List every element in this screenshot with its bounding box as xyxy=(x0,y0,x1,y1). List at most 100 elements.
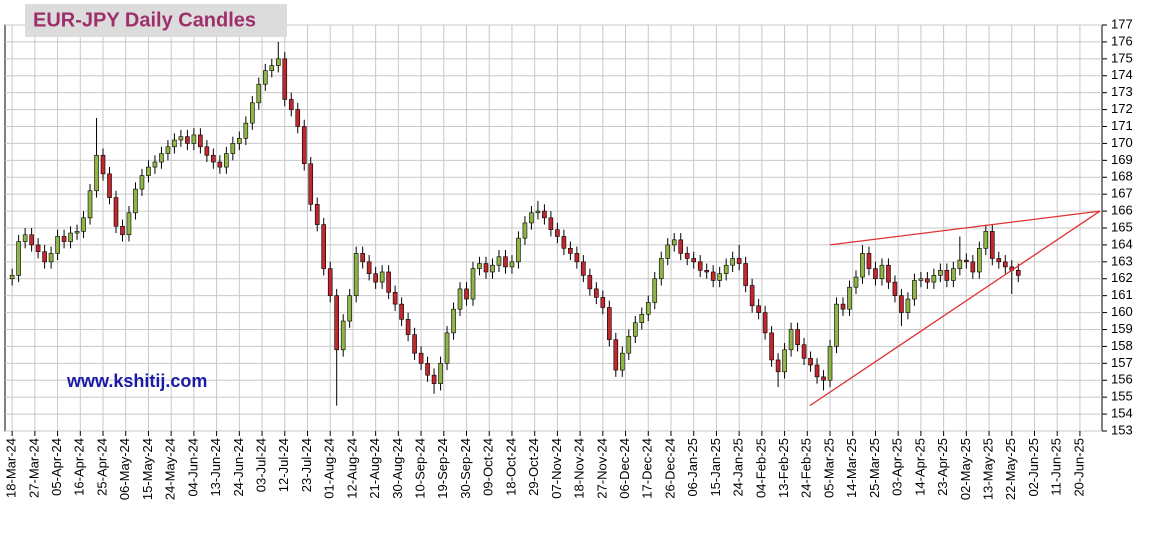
candle-body xyxy=(126,212,132,236)
candle-body xyxy=(386,271,391,293)
candle-body xyxy=(866,253,872,269)
candle-body xyxy=(594,288,599,298)
candle-body xyxy=(821,376,826,381)
x-tick-label: 22-May-25 xyxy=(1003,438,1018,500)
candle-body xyxy=(710,271,716,281)
candle-body xyxy=(100,154,106,175)
candle-body xyxy=(788,329,794,351)
candle-body xyxy=(250,102,255,124)
candle-body xyxy=(35,244,41,252)
x-tick-label: 12-Jul-24 xyxy=(276,438,291,492)
candle-body xyxy=(925,278,930,283)
candle-body xyxy=(334,295,339,351)
x-tick-label: 03-Apr-25 xyxy=(890,438,905,496)
y-tick-label: 173 xyxy=(1111,84,1133,99)
candle-body xyxy=(360,253,365,263)
candle-body xyxy=(269,65,275,71)
x-tick-label: 07-Nov-24 xyxy=(549,438,564,499)
candle-body xyxy=(262,70,268,85)
candle-body xyxy=(944,269,950,281)
candle-body xyxy=(892,281,898,296)
x-tick-label: 26-Dec-24 xyxy=(662,438,677,499)
candle-body xyxy=(509,261,515,268)
candle-body xyxy=(626,335,632,354)
x-tick-label: 05-Apr-24 xyxy=(49,438,64,496)
x-tick-label: 05-Mar-25 xyxy=(821,438,836,498)
x-tick-label: 18-Mar-24 xyxy=(4,438,19,498)
candle-body xyxy=(139,175,145,190)
x-tick-label: 25-Apr-24 xyxy=(94,438,109,496)
candle-body xyxy=(801,344,807,359)
candle-body xyxy=(957,259,963,269)
candle-body xyxy=(743,263,748,286)
candle-body xyxy=(94,154,99,192)
candle-body xyxy=(152,161,158,168)
candle-body xyxy=(74,231,80,234)
candle-body xyxy=(931,275,937,283)
candle-body xyxy=(477,263,482,269)
candle-body xyxy=(243,122,249,139)
x-tick-label: 30-Sep-24 xyxy=(458,438,473,499)
candle-body xyxy=(282,58,288,100)
candle-body xyxy=(938,269,943,276)
candle-body xyxy=(107,173,112,198)
x-tick-label: 20-Jun-25 xyxy=(1071,438,1086,497)
candle-body xyxy=(736,258,742,264)
candle-body xyxy=(645,302,651,315)
candle-body xyxy=(165,146,171,154)
candle-body xyxy=(905,298,911,313)
x-tick-label: 23-Jul-24 xyxy=(299,438,314,492)
x-tick-label: 25-Mar-25 xyxy=(867,438,882,498)
x-tick-label: 03-Jul-24 xyxy=(253,438,268,492)
x-tick-label: 17-Dec-24 xyxy=(640,438,655,499)
candle-body xyxy=(996,258,1002,263)
candle-body xyxy=(808,357,813,366)
candle-body xyxy=(613,339,619,371)
x-tick-label: 04-Jun-24 xyxy=(185,438,200,497)
candle-body xyxy=(542,210,547,219)
candle-body xyxy=(431,374,437,384)
candle-body xyxy=(964,259,969,263)
trend-line xyxy=(829,210,1101,246)
candle-body xyxy=(483,263,489,273)
candle-body xyxy=(853,276,859,288)
candle-body xyxy=(717,273,722,281)
x-tick-label: 18-Oct-24 xyxy=(503,438,518,496)
candle-body xyxy=(847,286,852,310)
x-tick-label: 13-Jun-24 xyxy=(208,438,223,497)
candle-body xyxy=(568,248,573,254)
y-tick-label: 168 xyxy=(1111,169,1133,184)
candle-body xyxy=(224,153,229,168)
candle-body xyxy=(327,268,333,296)
candle-body xyxy=(555,229,560,237)
x-tick-label: 14-Apr-25 xyxy=(912,438,927,496)
candle-body xyxy=(48,253,54,263)
y-tick-label: 158 xyxy=(1111,338,1133,353)
candle-body xyxy=(61,236,67,242)
candle-body xyxy=(704,269,709,273)
candle-body xyxy=(607,307,612,340)
candle-body xyxy=(639,313,645,324)
candle-body xyxy=(620,352,625,371)
y-tick-label: 177 xyxy=(1111,16,1133,31)
candle-body xyxy=(55,236,60,254)
candle-body xyxy=(762,312,768,334)
candle-body xyxy=(438,363,443,384)
candle-body xyxy=(185,136,190,144)
candle-body xyxy=(217,161,223,168)
candle-body xyxy=(529,212,534,224)
candle-body xyxy=(68,232,73,242)
candle-body xyxy=(204,146,210,156)
y-tick-label: 175 xyxy=(1111,50,1133,65)
candle-body xyxy=(918,278,924,281)
x-tick-label: 06-Jan-25 xyxy=(685,438,700,497)
y-tick-label: 153 xyxy=(1111,422,1133,437)
y-tick-label: 166 xyxy=(1111,203,1133,218)
candle-body xyxy=(444,332,450,364)
candle-body xyxy=(983,231,989,249)
x-tick-label: 01-Aug-24 xyxy=(322,438,337,499)
candle-body xyxy=(29,234,34,246)
x-tick-label: 27-Nov-24 xyxy=(594,438,609,499)
x-tick-label: 23-Apr-25 xyxy=(935,438,950,496)
